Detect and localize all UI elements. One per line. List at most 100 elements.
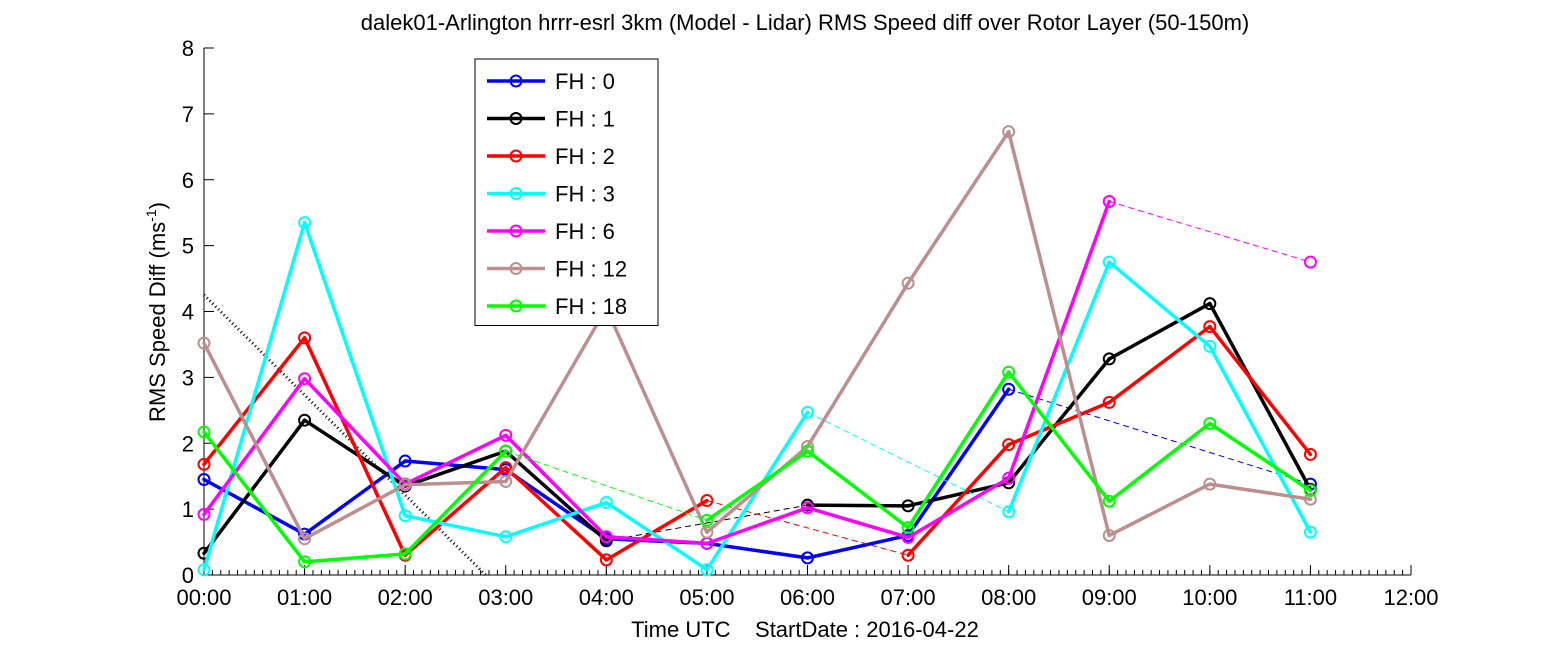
data-point [197, 336, 211, 350]
data-point [1102, 528, 1116, 542]
y-axis-label-close: ) [145, 202, 170, 209]
x-tick-label: 08:00 [981, 585, 1036, 610]
series-segment [1006, 129, 1111, 538]
data-point [1203, 339, 1217, 353]
data-point [1102, 395, 1116, 409]
axes-layer: 00:00 01:00 02:00 03:00 04:00 05:00 06:00 07:00… [176, 36, 1438, 610]
data-point [1203, 416, 1217, 430]
data-point [801, 405, 814, 419]
series-1 [197, 297, 1317, 560]
data-point [1002, 471, 1016, 485]
x-tick-label: 06:00 [780, 585, 835, 610]
series-segment [302, 552, 407, 564]
series-segment [1006, 400, 1111, 447]
series-segment [202, 430, 307, 564]
x-tick-label: 11:00 [1284, 585, 1337, 610]
legend-swatch-marker [509, 112, 523, 125]
legend-label: FH : 12 [555, 257, 627, 282]
data-point [298, 532, 312, 546]
data-point [801, 444, 814, 458]
series-segment [202, 341, 307, 541]
y-tick-label: 1 [182, 497, 194, 522]
data-point [298, 216, 312, 230]
legend-swatch-marker [509, 149, 523, 163]
data-point [398, 509, 412, 523]
series-segment [705, 449, 810, 523]
y-tick-label: 2 [182, 431, 194, 456]
series-segment [403, 449, 508, 556]
series-segment [604, 535, 709, 546]
legend: FH : 0 FH : 1 FH : 2 FH : 3 FH : 6 FH : 12 FH … [474, 58, 659, 326]
data-point [298, 413, 312, 427]
data-point [1203, 320, 1217, 334]
series-3 [197, 216, 1317, 577]
data-point [398, 547, 412, 561]
data-point [398, 478, 412, 492]
data-point [1002, 382, 1016, 396]
series-segment [302, 483, 407, 541]
series-gap-segment [505, 450, 708, 521]
series-segment [302, 418, 407, 488]
series-segment [805, 449, 910, 530]
data-point [298, 372, 312, 386]
data-point [1002, 365, 1016, 379]
series-segment [403, 479, 508, 487]
data-point [801, 551, 814, 565]
data-point [1002, 505, 1016, 519]
legend-label: FH : 6 [555, 219, 615, 244]
series-segment [805, 506, 910, 540]
series-segment [1107, 324, 1212, 405]
x-tick-label: 04:00 [579, 585, 634, 610]
data-point [1102, 194, 1116, 208]
series-segment [906, 370, 1011, 530]
series-segment [705, 506, 810, 546]
y-tick-label: 8 [182, 36, 194, 61]
y-axis-label-main: RMS Speed Diff (ms [145, 222, 170, 422]
series-segment [302, 376, 407, 486]
data-point [1102, 352, 1116, 366]
data-point [901, 530, 915, 544]
data-point [398, 454, 412, 468]
data-point [499, 428, 513, 442]
series-segment [403, 513, 508, 539]
x-tick-label: 12:00 [1383, 585, 1438, 610]
series-segment [1107, 421, 1212, 503]
x-tick-label: 07:00 [881, 585, 936, 610]
legend-label: FH : 3 [555, 182, 615, 207]
series-segment [1006, 357, 1111, 485]
series-segment [1006, 260, 1111, 514]
series-segment [302, 336, 407, 557]
data-point [700, 563, 714, 577]
data-point [599, 496, 613, 510]
series-segment [504, 465, 609, 562]
data-point [197, 507, 211, 521]
series-segment [906, 476, 1011, 540]
series-segment [202, 376, 307, 517]
x-tick-label: 05:00 [679, 585, 734, 610]
y-tick-label: 0 [182, 563, 194, 588]
series-segment [1208, 344, 1313, 534]
y-tick-label: 7 [182, 102, 194, 127]
series-segment [906, 129, 1011, 285]
series-segment [604, 306, 709, 534]
y-axis-label-sup: -1 [143, 209, 159, 222]
data-point [499, 474, 513, 488]
series-segment [202, 220, 307, 572]
series-gap-segment [807, 411, 1009, 513]
data-point [197, 563, 211, 577]
series-segment [1107, 482, 1212, 538]
data-point [1002, 438, 1016, 452]
data-point [700, 513, 714, 527]
data-point [901, 499, 915, 513]
series-segment [1208, 324, 1313, 457]
legend-swatch-marker [509, 262, 523, 275]
x-tick-label: 00:00 [176, 585, 231, 610]
data-point [1102, 494, 1116, 508]
y-tick-label: 5 [182, 234, 194, 259]
series-segment [504, 500, 609, 539]
x-tick-label: 10:00 [1182, 585, 1237, 610]
x-tick-label: 09:00 [1082, 585, 1137, 610]
data-point [499, 461, 513, 475]
data-point [1203, 477, 1217, 491]
series-gap-segment [1008, 388, 1311, 485]
